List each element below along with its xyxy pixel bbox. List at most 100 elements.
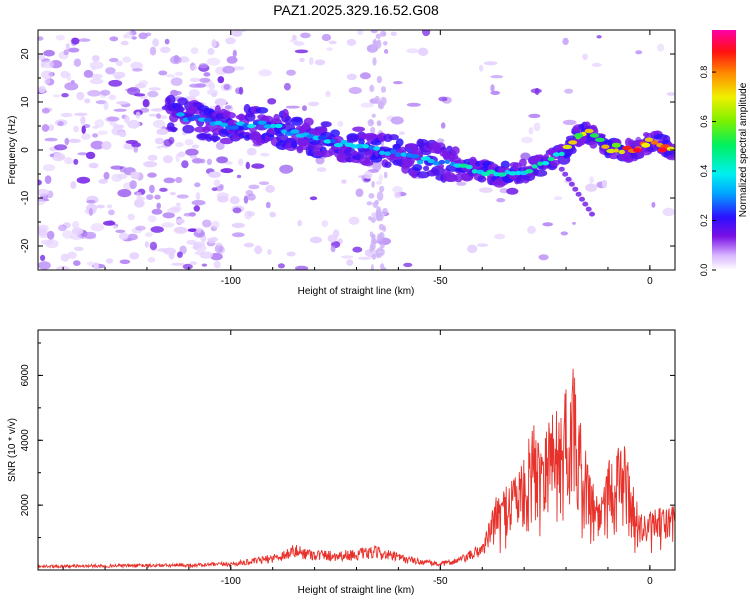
noise-blob: [156, 145, 162, 149]
noise-streak: [379, 185, 385, 193]
noise-blob: [316, 167, 327, 173]
noise-blob: [211, 220, 220, 229]
ridge-core: [541, 161, 550, 166]
noise-streak: [380, 248, 385, 256]
noise-streak: [371, 234, 376, 244]
noise-blob: [538, 254, 549, 261]
noise-blob: [98, 178, 108, 184]
noise-blob: [70, 234, 83, 241]
ridge-core: [368, 145, 374, 150]
noise-blob: [384, 49, 389, 54]
noise-streak: [372, 201, 379, 208]
noise-blob: [150, 226, 164, 233]
noise-blob: [208, 171, 221, 178]
noise-blob: [38, 86, 47, 94]
noise-blob: [73, 58, 82, 67]
y-tick-label: -20: [20, 238, 31, 253]
noise-blob: [406, 48, 420, 54]
noise-blob: [201, 263, 208, 267]
ridge-core: [193, 114, 200, 119]
ridge-blob: [170, 127, 177, 133]
noise-blob: [77, 152, 89, 156]
noise-blob: [193, 205, 200, 212]
noise-blob: [352, 246, 363, 253]
noise-blob: [149, 46, 157, 56]
noise-blob: [41, 70, 54, 79]
ridge-core: [340, 139, 348, 145]
ridge-hotspot: [574, 133, 584, 139]
background-noise-blobs: [38, 30, 675, 270]
noise-blob: [589, 176, 594, 184]
ridge-core: [263, 124, 272, 129]
noise-blob: [321, 33, 332, 42]
noise-blob: [265, 201, 271, 209]
noise-blob: [154, 137, 165, 145]
noise-blob: [130, 61, 143, 70]
noise-blob: [190, 155, 198, 159]
noise-blob: [265, 184, 275, 193]
ridge-blob: [166, 94, 176, 105]
noise-streak: [383, 171, 388, 179]
noise-blob: [398, 131, 405, 136]
noise-blob: [170, 77, 183, 86]
noise-blob: [213, 179, 221, 187]
noise-blob: [152, 119, 166, 128]
noise-blob: [596, 35, 602, 39]
noise-blob: [108, 94, 117, 101]
noise-blob: [145, 32, 152, 37]
noise-blob: [190, 65, 198, 71]
noise-blob: [135, 225, 146, 231]
noise-blob: [106, 116, 120, 122]
noise-blob: [309, 236, 323, 244]
noise-blob: [38, 227, 45, 234]
noise-blob: [418, 47, 429, 56]
noise-blob: [216, 156, 229, 164]
noise-streak: [382, 207, 388, 216]
noise-streak: [376, 191, 384, 201]
noise-blob: [239, 30, 247, 33]
ridge-core: [220, 122, 229, 128]
noise-blob: [38, 179, 42, 186]
noise-blob: [206, 158, 212, 165]
ridge-core: [584, 128, 594, 134]
noise-blob: [269, 211, 276, 218]
chart-title: PAZ1.2025.329.16.52.G08: [273, 2, 439, 18]
colorbar-tick-label: 0.0: [699, 264, 709, 277]
noise-blob: [164, 38, 170, 45]
x-tick-label: 0: [647, 276, 653, 287]
spectrogram-xlabel: Height of straight line (km): [298, 286, 415, 297]
ridge-core: [333, 142, 344, 148]
noise-blob: [61, 93, 69, 98]
noise-blob: [348, 86, 362, 95]
colorbar-tick-label: 0.2: [699, 214, 709, 227]
noise-blob: [267, 249, 272, 255]
noise-blob: [184, 139, 194, 146]
noise-blob: [57, 121, 64, 127]
noise-streak: [370, 126, 376, 134]
noise-blob: [151, 208, 163, 215]
noise-blob: [175, 202, 181, 207]
noise-blob: [337, 120, 344, 127]
ridge-core: [601, 144, 610, 149]
colorbar-tick-label: 0.8: [699, 66, 709, 79]
noise-blob: [231, 222, 245, 229]
noise-streak: [371, 242, 376, 251]
ridge-blob: [568, 146, 577, 154]
noise-blob: [148, 87, 161, 91]
noise-blob: [328, 40, 337, 45]
branch-blob: [565, 176, 572, 182]
noise-blob: [109, 57, 119, 63]
noise-blob: [530, 88, 542, 94]
noise-blob: [89, 61, 104, 70]
noise-blob: [108, 209, 115, 216]
noise-blob: [174, 71, 184, 76]
noise-blob: [346, 73, 357, 81]
noise-blob: [92, 133, 99, 138]
noise-blob: [211, 187, 218, 192]
ridge-blob: [451, 146, 460, 155]
noise-blob: [392, 186, 403, 194]
noise-streak: [383, 41, 388, 46]
ridge-core: [203, 117, 212, 123]
